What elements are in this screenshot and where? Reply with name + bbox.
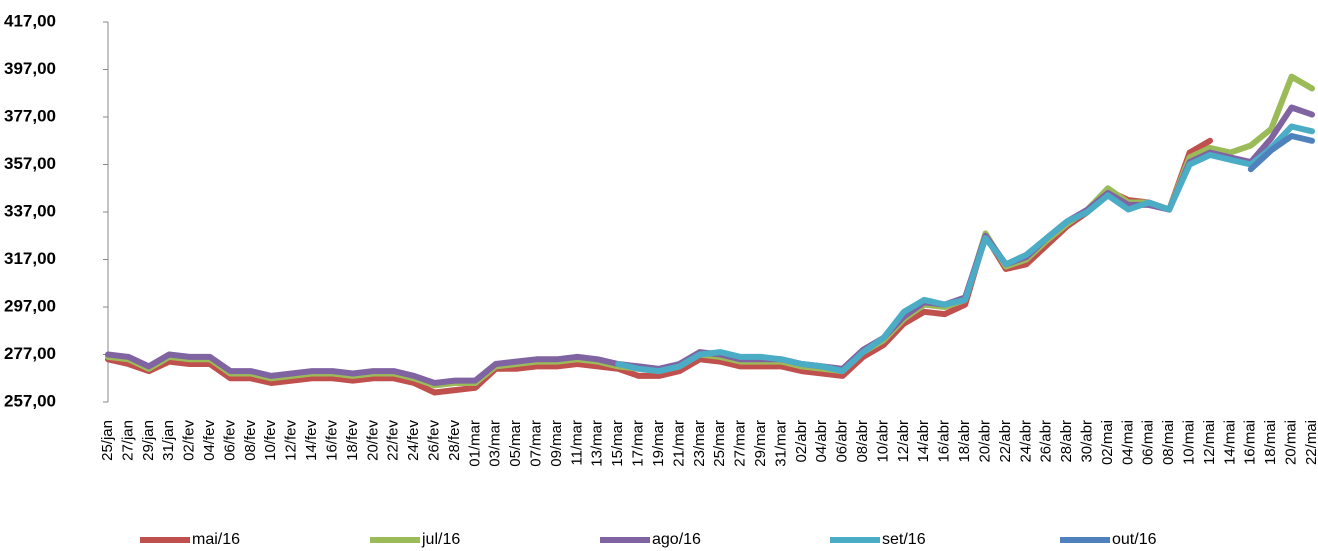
x-tick-label: 20/fev (364, 420, 381, 461)
y-tick-label: 357,00 (4, 154, 56, 173)
x-tick-label: 22/abr (997, 420, 1014, 463)
x-tick-label: 02/fev (181, 420, 198, 461)
x-tick-label: 28/fev (446, 420, 463, 461)
x-tick-label: 31/mar (772, 420, 789, 467)
x-tick-label: 25/mar (711, 420, 728, 467)
x-tick-label: 04/abr (813, 420, 830, 463)
y-tick-label: 257,00 (4, 391, 56, 410)
series-line (1247, 133, 1315, 173)
x-tick-label: 14/mai (1221, 420, 1238, 465)
x-tick-label: 05/mar (507, 420, 524, 467)
x-tick-label: 06/mai (1140, 420, 1157, 465)
x-tick-label: 20/mai (1283, 420, 1300, 465)
series-line (105, 137, 1213, 396)
x-tick-label: 15/mar (609, 420, 626, 467)
x-tick-label: 08/abr (854, 420, 871, 463)
y-tick-label: 277,00 (4, 344, 56, 363)
x-tick-label: 08/mai (1160, 420, 1177, 465)
x-tick-label: 14/fev (303, 420, 320, 461)
y-tick-label: 317,00 (4, 249, 56, 268)
x-tick-label: 12/mai (1201, 420, 1218, 465)
x-tick-label: 26/abr (1038, 420, 1055, 463)
x-tick-label: 08/fev (242, 420, 259, 461)
x-tick-label: 14/abr (915, 420, 932, 463)
x-tick-label: 28/abr (1058, 420, 1075, 463)
x-tick-label: 01/mar (466, 420, 483, 467)
x-tick-label: 26/fev (425, 420, 442, 461)
x-tick-label: 04/fev (201, 420, 218, 461)
x-tick-label: 13/mar (589, 420, 606, 467)
legend-label: out/16 (1112, 531, 1157, 548)
x-tick-label: 12/fev (283, 420, 300, 461)
x-tick-label: 16/mai (1242, 420, 1259, 465)
x-tick-label: 12/abr (895, 420, 912, 463)
x-tick-label: 24/fev (405, 420, 422, 461)
x-tick-label: 18/abr (956, 420, 973, 463)
x-tick-label: 20/abr (976, 420, 993, 463)
legend-label: ago/16 (652, 531, 701, 548)
x-tick-label: 10/fev (262, 420, 279, 461)
x-tick-label: 11/mar (568, 420, 585, 466)
series-line (105, 104, 1315, 386)
x-tick-label: 22/mai (1303, 420, 1318, 465)
x-tick-label: 22/fev (385, 420, 402, 461)
x-tick-label: 30/abr (1078, 420, 1095, 463)
series-line (615, 123, 1315, 375)
y-tick-label: 337,00 (4, 201, 56, 220)
x-tick-label: 10/mai (1181, 420, 1198, 465)
x-tick-label: 21/mar (670, 420, 687, 467)
y-tick-label: 397,00 (4, 59, 56, 78)
x-tick-label: 06/fev (221, 420, 238, 461)
x-tick-label: 06/abr (834, 420, 851, 463)
x-tick-label: 04/mai (1119, 420, 1136, 465)
x-tick-label: 02/mai (1099, 420, 1116, 465)
x-tick-label: 31/jan (160, 420, 177, 461)
legend-label: jul/16 (421, 531, 460, 548)
x-tick-label: 16/fev (323, 420, 340, 461)
x-tick-label: 19/mar (650, 420, 667, 467)
legend-label: mai/16 (192, 531, 240, 548)
y-tick-label: 417,00 (4, 11, 56, 30)
x-tick-label: 02/abr (793, 420, 810, 463)
x-tick-label: 23/mar (691, 420, 708, 467)
x-tick-label: 03/mar (487, 420, 504, 467)
x-tick-label: 16/abr (936, 420, 953, 463)
x-tick-label: 10/abr (874, 420, 891, 463)
x-tick-label: 27/jan (119, 420, 136, 461)
x-tick-label: 29/jan (140, 420, 157, 461)
x-tick-label: 27/mar (732, 420, 749, 467)
x-tick-label: 07/mar (528, 420, 545, 467)
series-line (105, 73, 1315, 389)
x-tick-label: 09/mar (548, 420, 565, 467)
x-tick-label: 24/abr (1017, 420, 1034, 463)
x-tick-label: 18/fev (344, 420, 361, 461)
legend-label: set/16 (882, 531, 926, 548)
y-tick-label: 377,00 (4, 106, 56, 125)
x-tick-label: 29/mar (752, 420, 769, 467)
x-tick-label: 18/mai (1262, 420, 1279, 465)
x-tick-label: 25/jan (99, 420, 116, 461)
x-tick-label: 17/mar (630, 420, 647, 467)
y-tick-label: 297,00 (4, 296, 56, 315)
